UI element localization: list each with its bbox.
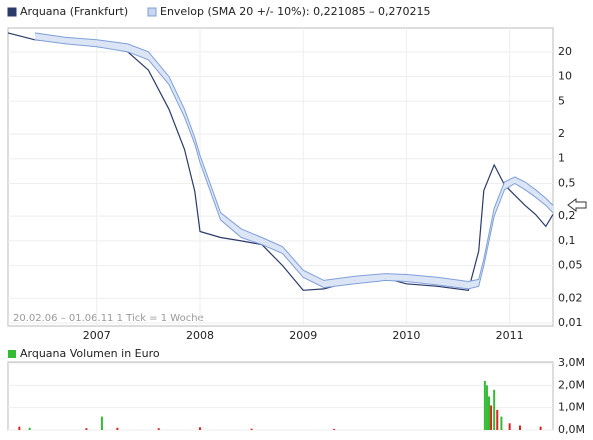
volume-bar: [496, 409, 499, 430]
envelope-band: [199, 155, 221, 220]
envelope-band: [385, 273, 407, 282]
y-tick-label: 5: [558, 94, 565, 107]
volume-bar: [508, 423, 511, 430]
y-tick-label: 0,0M: [558, 423, 585, 436]
volume-bar: [250, 428, 253, 430]
x-tick-label: 2010: [392, 329, 420, 342]
legend-label: Arquana (Frankfurt): [20, 5, 128, 18]
envelope-band: [494, 182, 505, 217]
y-tick-label: 2: [558, 127, 565, 140]
volume-bar: [333, 428, 336, 430]
y-tick-label: 1,0M: [558, 401, 585, 414]
y-tick-label: 20: [558, 45, 572, 58]
x-tick-label: 2007: [83, 329, 111, 342]
volume-bar: [500, 416, 503, 430]
envelope-band: [241, 228, 262, 245]
y-tick-label: 2,0M: [558, 378, 585, 391]
envelope-band: [96, 39, 128, 52]
envelope-band: [169, 76, 185, 118]
envelope-band: [303, 270, 324, 288]
y-tick-label: 0,05: [558, 259, 583, 272]
envelope-band: [437, 277, 469, 289]
legend-swatch: [8, 350, 16, 358]
y-tick-label: 0,2: [558, 209, 576, 222]
envelope-band: [545, 198, 553, 213]
legend-swatch: [7, 7, 17, 17]
envelope-band: [323, 276, 355, 288]
envelope-upper: [34, 32, 554, 283]
legend-label: Envelop (SMA 20 +/- 10%): 0,221085 – 0,2…: [160, 5, 431, 18]
y-tick-label: 0,5: [558, 176, 576, 189]
x-tick-label: 2011: [496, 329, 524, 342]
envelope-band: [504, 176, 515, 190]
volume-bar: [28, 427, 31, 430]
x-tick-label: 2009: [289, 329, 317, 342]
volume-bar: [493, 389, 496, 430]
date-range-note: 20.02.06 – 01.06.11 1 Tick = 1 Woche: [13, 313, 204, 324]
volume-bar: [85, 428, 88, 430]
envelope-band: [148, 51, 170, 85]
envelope-band: [282, 246, 304, 278]
envelope-band: [184, 109, 195, 145]
legend-swatch: [147, 7, 157, 17]
volume-bar: [490, 405, 493, 430]
volume-bar: [157, 428, 160, 430]
y-tick-label: 3,0M: [558, 356, 585, 369]
envelope-band: [34, 32, 66, 44]
volume-bar: [539, 426, 542, 430]
volume-bar: [488, 396, 491, 430]
plot-frame: [7, 27, 554, 327]
current-value-arrow: [567, 198, 587, 212]
volume-bar: [518, 425, 521, 430]
envelope-lower: [34, 39, 554, 290]
envelope-band: [261, 237, 283, 254]
envelope-band: [525, 182, 536, 198]
y-tick-label: 0,01: [558, 316, 583, 329]
volume-bar: [116, 427, 119, 430]
envelope-band: [127, 43, 149, 60]
envelope-band: [514, 176, 526, 190]
volume-bar: [485, 385, 488, 430]
envelope-band: [220, 212, 242, 238]
volume-frame: [7, 361, 554, 431]
volume-bar: [198, 427, 201, 430]
x-tick-label: 2008: [186, 329, 214, 342]
y-tick-label: 10: [558, 70, 572, 83]
y-tick-label: 0,02: [558, 291, 583, 304]
y-tick-label: 1: [558, 152, 565, 165]
volume-bar: [100, 416, 103, 430]
volume-bar: [483, 380, 486, 430]
volume-bar: [18, 426, 21, 430]
envelope-band: [535, 189, 546, 206]
volume-legend: Arquana Volumen in Euro: [20, 347, 160, 360]
y-tick-label: 0,1: [558, 234, 576, 247]
